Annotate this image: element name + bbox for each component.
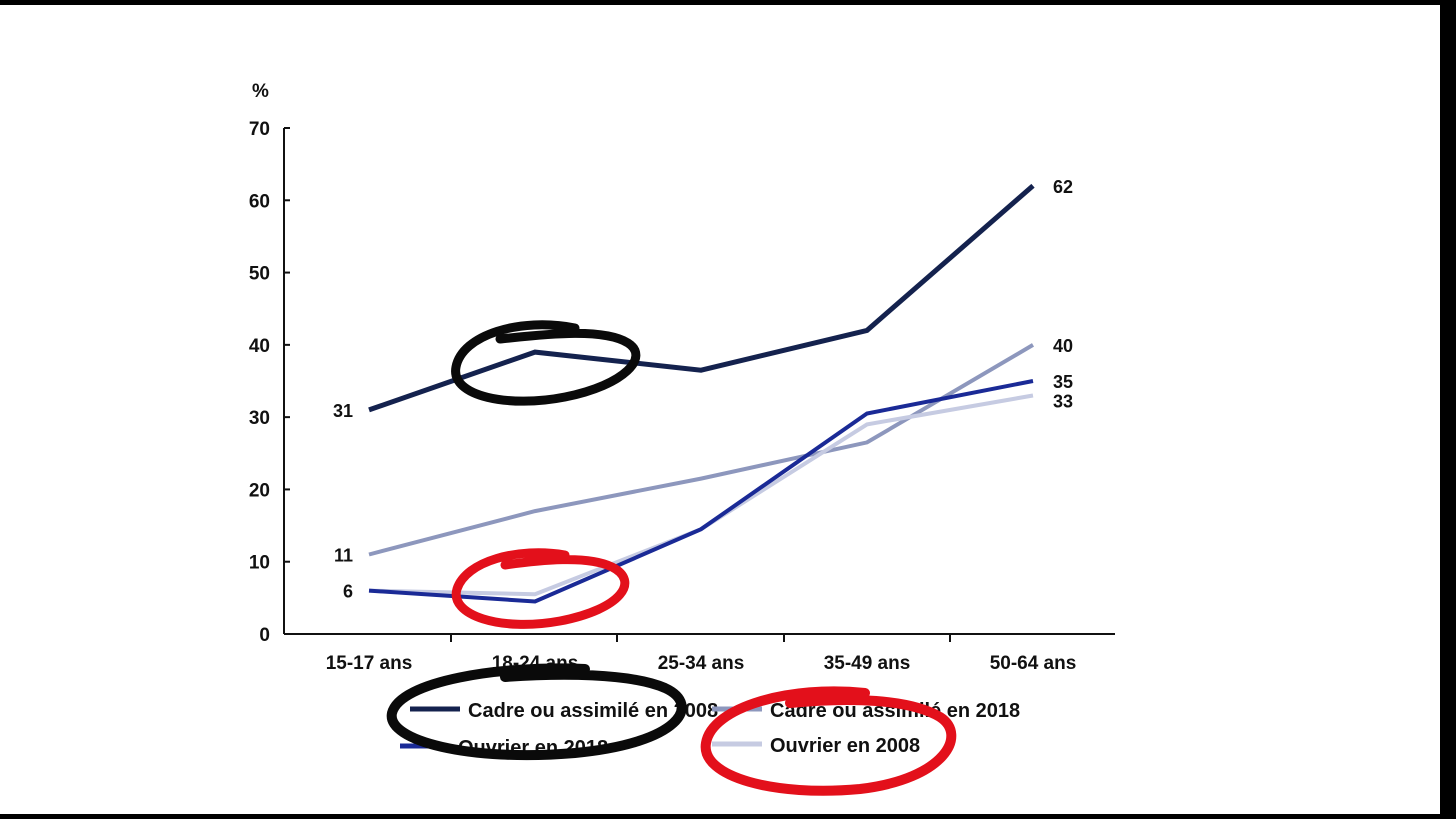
legend-label: Ouvrier en 2008 (770, 735, 920, 757)
end-value-label: 33 (1053, 391, 1073, 411)
end-value-label: 35 (1053, 372, 1073, 392)
end-value-label: 40 (1053, 336, 1073, 356)
y-tick-label: 20 (249, 480, 270, 501)
x-category-label: 35-49 ans (824, 653, 911, 674)
red-circle-mark (451, 548, 630, 629)
black-circle-mark (451, 320, 641, 406)
y-tick-label: 0 (259, 625, 270, 646)
series-line (368, 379, 1034, 604)
series-lines (368, 183, 1035, 604)
legend-label: Cadre ou assimilé en 2018 (770, 700, 1020, 722)
y-tick-label: 60 (249, 191, 270, 212)
x-category-label: 15-17 ans (326, 653, 413, 674)
red-legend-circle-mark (700, 686, 957, 796)
y-tick-label: 40 (249, 336, 270, 357)
y-axis-unit-label: % (252, 81, 269, 102)
series-line (368, 393, 1034, 597)
start-value-label: 11 (334, 545, 353, 565)
y-tick-label: 70 (249, 119, 270, 140)
series-line (368, 183, 1035, 413)
y-tick-label: 30 (249, 408, 270, 429)
legend-label: Cadre ou assimilé en 2008 (468, 700, 718, 722)
hand-drawn-annotations (386, 320, 957, 796)
start-value-label: 6 (343, 582, 353, 602)
chart-axes (283, 127, 1115, 642)
x-category-label: 50-64 ans (990, 653, 1077, 674)
y-tick-labels: 0 10 20 30 40 50 60 70% (249, 81, 270, 646)
y-tick-label: 10 (249, 553, 270, 574)
x-category-label: 25-34 ans (658, 653, 745, 674)
y-tick-label: 50 (249, 264, 270, 285)
end-value-label: 62 (1053, 177, 1073, 197)
series-line (368, 343, 1035, 557)
slide-background: 0 10 20 30 40 50 60 70% 15-17 ans 18-24 ans 25-34… (0, 5, 1440, 814)
start-value-label: 31 (333, 401, 353, 421)
black-legend-circle-mark (386, 663, 687, 761)
x-category-labels: 15-17 ans 18-24 ans 25-34 ans 35-49 ans 50-6… (326, 653, 1077, 674)
